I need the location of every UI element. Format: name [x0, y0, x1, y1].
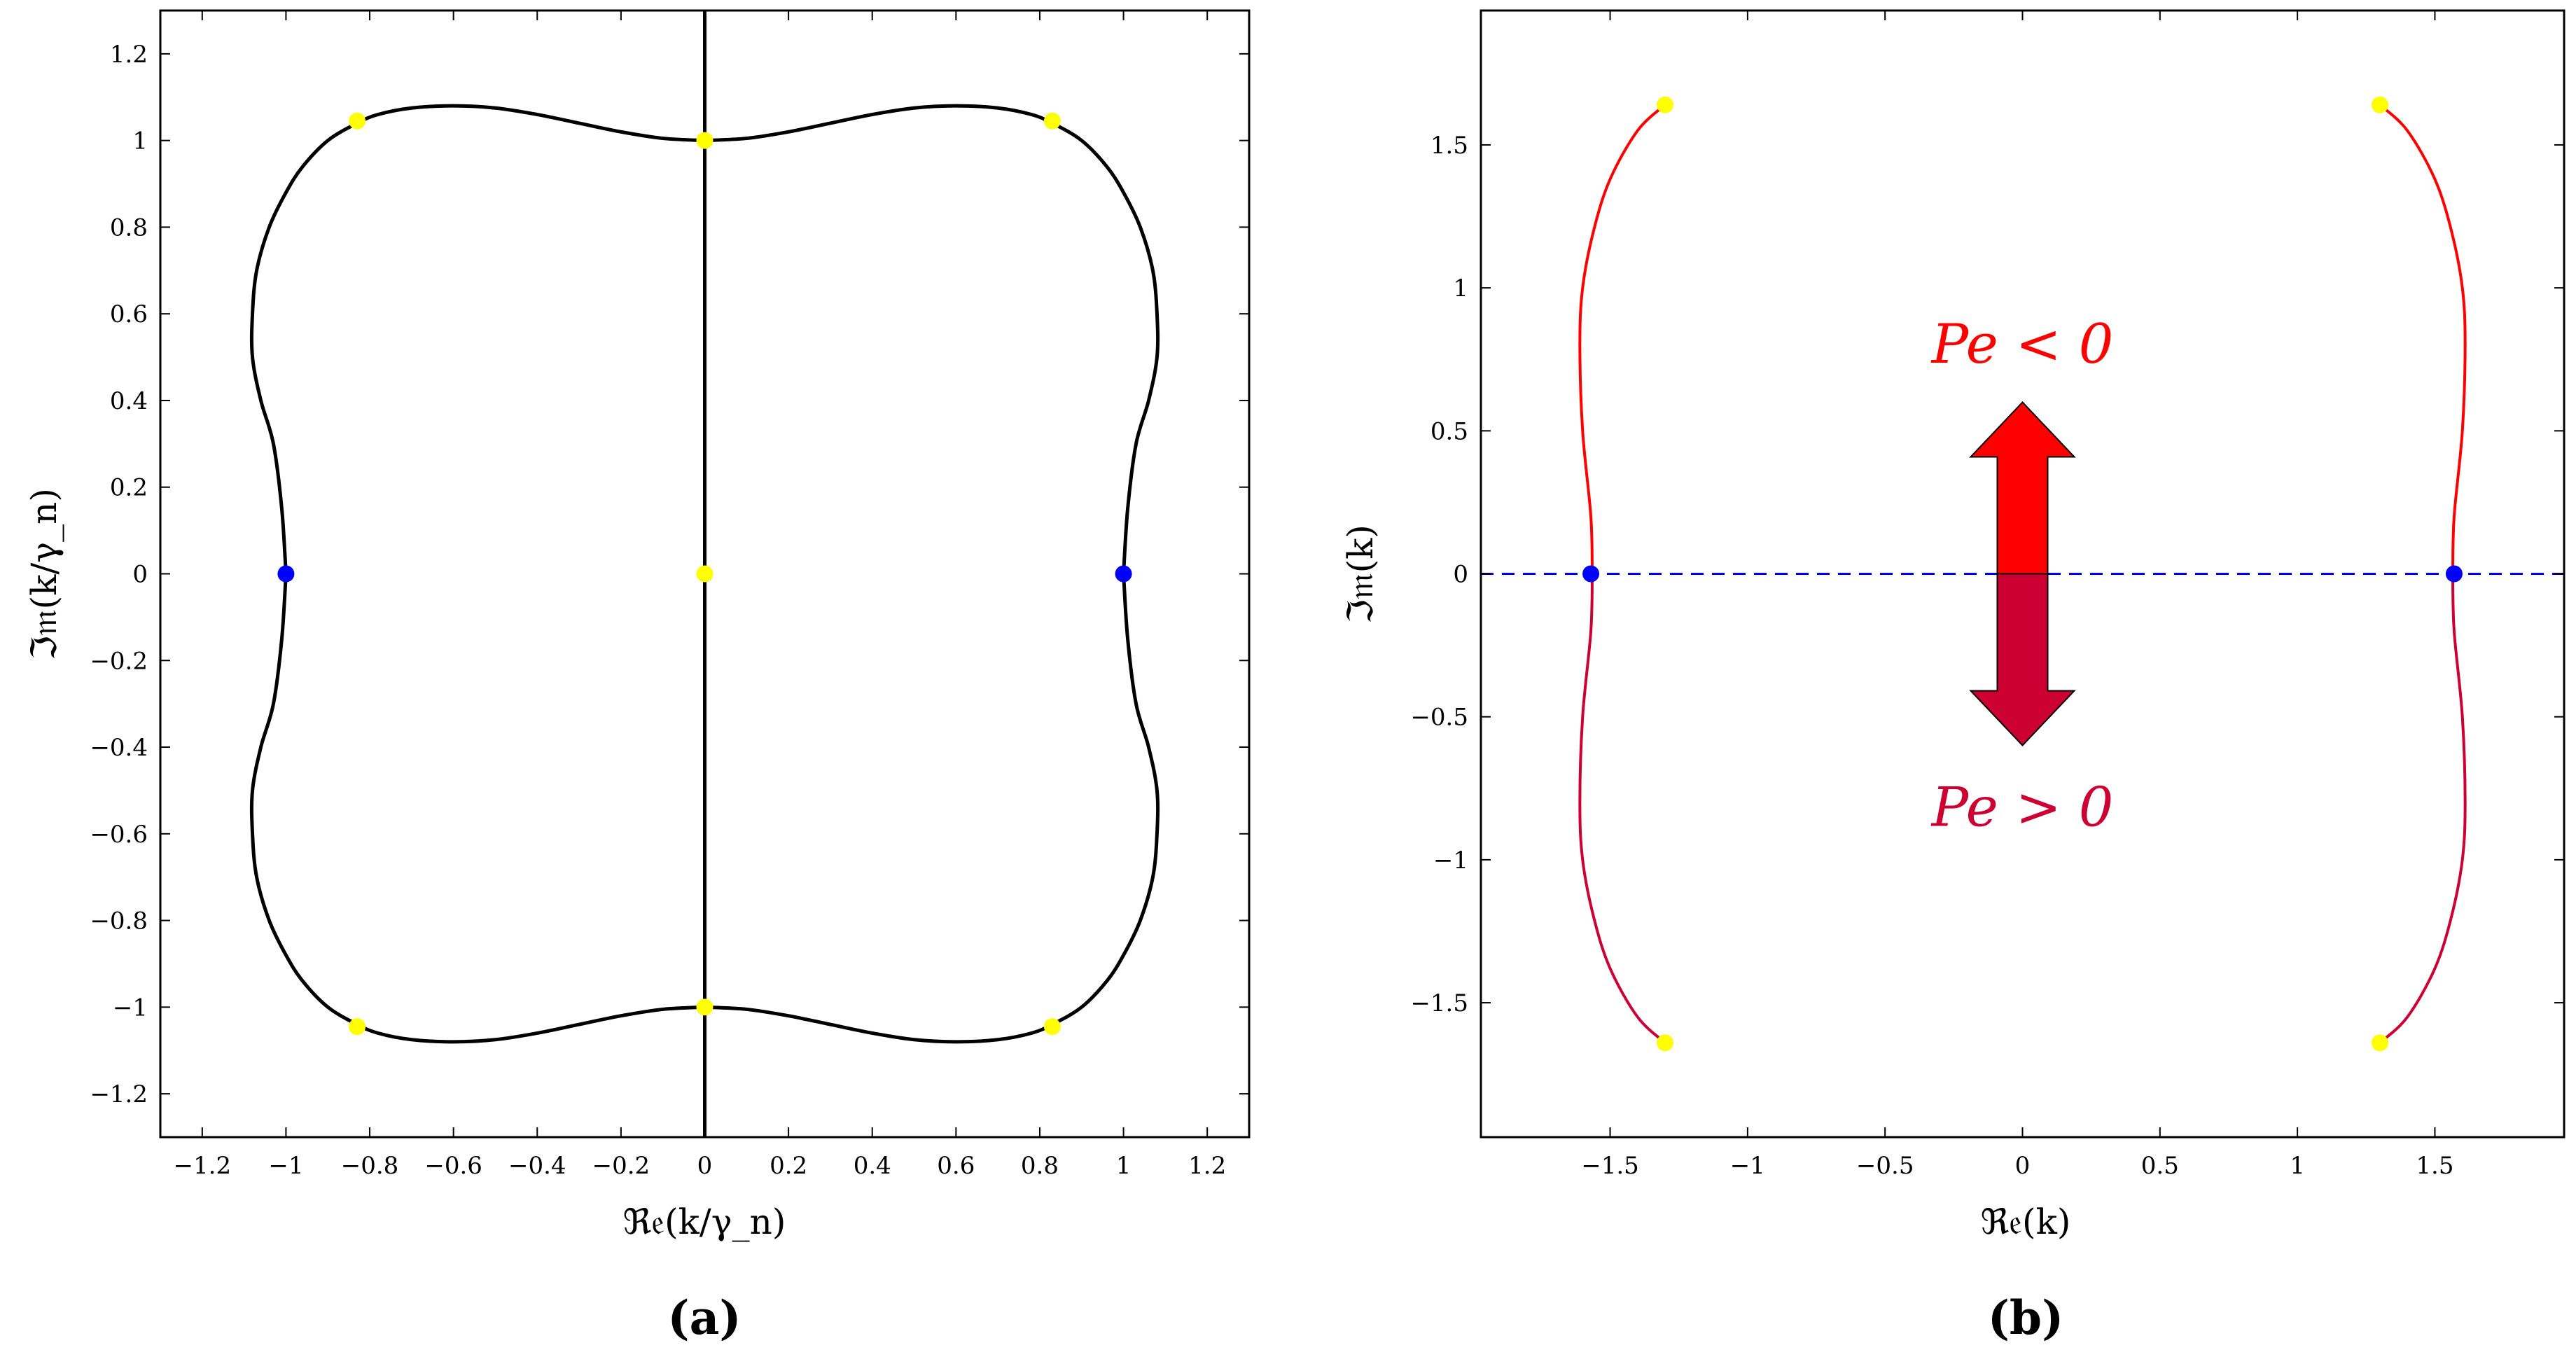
- panel-b-x-axis-label: ℜ𝔢(k): [1981, 1202, 2071, 1242]
- panel-b-upper-branch-left: [1578, 104, 1666, 574]
- panel-a-label: (a): [667, 1290, 741, 1345]
- y-tick-label: 0: [1453, 561, 1468, 589]
- x-tick-label: 0.4: [854, 1152, 891, 1180]
- panel-b-point: [1657, 96, 1674, 113]
- panel-b-annotations: Pe < 0 Pe > 0: [1930, 313, 2114, 840]
- panel-b-arrow-up: [1969, 401, 2076, 575]
- panel-b-point: [2371, 96, 2388, 113]
- panel-a-curve-upper-left: [249, 104, 705, 574]
- y-tick-label: −0.6: [90, 821, 148, 849]
- y-tick-label: 0.6: [110, 300, 148, 328]
- panel-a-point: [277, 565, 295, 583]
- panel-a-y-axis-label: ℑ𝔪(k/γ_n): [24, 488, 64, 660]
- x-tick-label: −1.2: [174, 1152, 232, 1180]
- panel-a-point: [696, 565, 713, 583]
- x-tick-label: −1: [1730, 1152, 1765, 1180]
- x-tick-label: 1: [1116, 1152, 1132, 1180]
- panel-b-arrow-down: [1969, 573, 2076, 746]
- x-tick-label: 1: [2290, 1152, 2305, 1180]
- panel-b-annotation-pe-positive: Pe > 0: [1930, 776, 2114, 839]
- panel-a-chart: −1.2 −1 −0.8 −0.6 −0.4 −0.2 0 0.2 0.4 0.6 0.8 1 1.2 1…: [24, 9, 1251, 1345]
- y-tick-label: 0.8: [110, 214, 148, 242]
- panel-a-curve-upper-right: [704, 104, 1160, 574]
- y-tick-label: −0.2: [90, 647, 148, 675]
- panel-a-point: [1043, 1018, 1061, 1036]
- y-tick-label: 1: [132, 127, 148, 155]
- x-tick-label: 1.5: [2416, 1152, 2453, 1180]
- panel-a-point: [696, 132, 713, 149]
- y-tick-label: 1.5: [1430, 132, 1468, 160]
- y-tick-label: −1.2: [90, 1080, 148, 1108]
- panel-a-curve-lower-right: [704, 573, 1160, 1044]
- y-tick-label: 0.5: [1430, 417, 1468, 445]
- x-tick-label: 1.2: [1188, 1152, 1226, 1180]
- panel-b-point: [1657, 1034, 1674, 1052]
- panel-b-point: [1582, 565, 1600, 583]
- panel-b-upper-branch-right: [2379, 104, 2467, 574]
- y-tick-label: −0.4: [90, 734, 148, 762]
- y-tick-label: 0.2: [110, 474, 148, 502]
- x-tick-label: 0.6: [937, 1152, 975, 1180]
- panel-a-point: [1043, 112, 1061, 130]
- panel-b-lower-branch-right: [2379, 573, 2467, 1044]
- panel-b-ticks: −1.5 −1 −0.5 0 0.5 1 1.5 1.5 1 0.5 0 −0.5 −1 −1.5: [1410, 11, 2564, 1180]
- panel-b-point: [2445, 565, 2463, 583]
- panel-b-plot-area: [1481, 96, 2564, 1052]
- panel-a-point: [349, 1018, 366, 1036]
- x-tick-label: −0.2: [592, 1152, 650, 1180]
- y-tick-label: −0.8: [90, 907, 148, 935]
- panel-b-chart: −1.5 −1 −0.5 0 0.5 1 1.5 1.5 1 0.5 0 −0.5 −1 −1.5 Pe …: [1340, 9, 2565, 1345]
- x-tick-label: −0.4: [508, 1152, 566, 1180]
- panel-a-point: [1115, 565, 1132, 583]
- x-tick-label: 0.2: [770, 1152, 807, 1180]
- panel-a-plot-area: [249, 11, 1160, 1137]
- panel-a-curve-lower-left: [249, 573, 705, 1044]
- x-tick-label: −0.6: [424, 1152, 482, 1180]
- y-tick-label: 1.2: [110, 41, 148, 69]
- x-tick-label: 0: [2015, 1152, 2031, 1180]
- y-tick-label: −0.5: [1410, 704, 1468, 732]
- y-tick-label: 0: [132, 561, 148, 589]
- panel-a-x-axis-label: ℜ𝔢(k/γ_n): [623, 1202, 786, 1242]
- x-tick-label: −1: [268, 1152, 303, 1180]
- y-tick-label: −1: [113, 994, 148, 1022]
- y-tick-label: −1.5: [1410, 989, 1468, 1017]
- x-tick-label: −0.8: [341, 1152, 399, 1180]
- x-tick-label: 0: [697, 1152, 713, 1180]
- x-tick-label: 0.8: [1021, 1152, 1059, 1180]
- y-tick-label: −1: [1433, 847, 1468, 875]
- x-tick-label: 0.5: [2141, 1152, 2179, 1180]
- y-tick-label: 0.4: [110, 387, 148, 415]
- panel-b-point: [2371, 1034, 2388, 1052]
- panel-b-label: (b): [1988, 1290, 2064, 1345]
- panel-b-lower-branch-left: [1578, 573, 1666, 1044]
- panel-b-y-axis-label: ℑ𝔪(k): [1340, 524, 1381, 624]
- panel-a-ticks: −1.2 −1 −0.8 −0.6 −0.4 −0.2 0 0.2 0.4 0.6 0.8 1 1.2 1…: [90, 11, 1249, 1180]
- panel-a-point: [349, 112, 366, 130]
- y-tick-label: 1: [1453, 274, 1468, 302]
- panel-a-point: [696, 998, 713, 1016]
- x-tick-label: −1.5: [1581, 1152, 1639, 1180]
- x-tick-label: −0.5: [1856, 1152, 1914, 1180]
- panel-b-annotation-pe-negative: Pe < 0: [1930, 313, 2114, 376]
